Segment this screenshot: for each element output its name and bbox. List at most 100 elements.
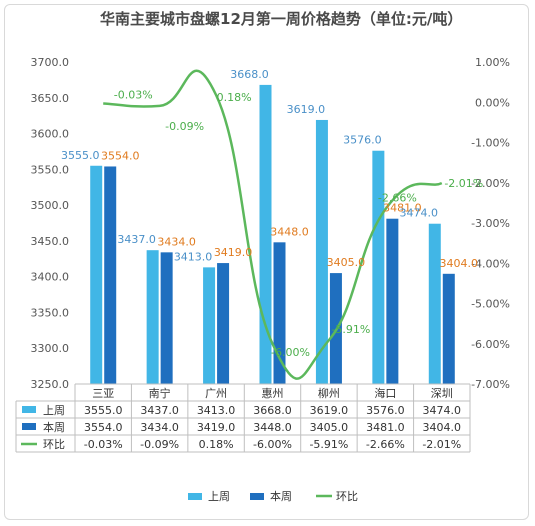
bar-data-label: 3437.0 [117, 233, 156, 246]
bar-last-week [372, 150, 385, 384]
y-right-tick-label: -5.00% [471, 298, 510, 311]
line-data-label: -2.01% [444, 177, 483, 190]
y-left-tick-label: 3400.0 [31, 271, 70, 284]
bar-this-week [442, 273, 455, 384]
table-cell: 3555.0 [84, 404, 123, 417]
table-cell: 3413.0 [197, 404, 236, 417]
chart-frame [4, 4, 529, 520]
table-legend-swatch [22, 423, 36, 430]
bar-data-label: 3555.0 [61, 149, 100, 162]
y-left-tick-label: 3650.0 [31, 92, 70, 105]
legend: 上周 本周 环比 [188, 489, 358, 503]
data-labels: 3555.0 3554.0 3437.0 3434.0 3413.0 3419.0 3668… [61, 68, 483, 359]
chart-title: 华南主要城市盘螺12月第一周价格趋势（单位:元/吨） [100, 10, 463, 28]
bar-data-label: 3668.0 [230, 68, 269, 81]
category-label: 广州 [205, 387, 227, 400]
y-right-tick-label: -2.00% [471, 177, 510, 190]
bar-data-label: 3576.0 [343, 134, 382, 147]
line-series [103, 69, 443, 380]
table-cell: 3434.0 [140, 421, 179, 434]
table-cell: 3474.0 [423, 404, 462, 417]
legend-label: 上周 [208, 490, 230, 503]
table-cell: -0.09% [140, 438, 179, 451]
category-label: 柳州 [318, 386, 340, 400]
mom-change-line [103, 69, 443, 380]
table-legend-swatch [22, 406, 36, 413]
table-row-header: 环比 [43, 438, 65, 451]
bar-this-week [104, 166, 117, 384]
category-label: 三亚 [92, 387, 114, 400]
bar-last-week [259, 84, 272, 385]
y-left-tick-label: 3450.0 [31, 235, 70, 248]
table-cell: 3619.0 [310, 404, 349, 417]
table-cell: -6.00% [253, 438, 292, 451]
right-axis: -7.00% -6.00% -5.00% -4.00% -3.00% -2.00% -1.0… [471, 56, 510, 391]
y-right-tick-label: -6.00% [471, 338, 510, 351]
line-data-label: -2.66% [378, 191, 417, 204]
bar-data-label: 3619.0 [287, 103, 326, 116]
table-cell: 3448.0 [253, 421, 292, 434]
table-row-header: 本周 [43, 420, 65, 434]
category-label: 惠州 [262, 386, 284, 400]
category-label: 南宁 [149, 386, 171, 400]
bar-data-label: 3413.0 [174, 250, 213, 263]
table-cell: 3405.0 [310, 421, 349, 434]
y-left-tick-label: 3700.0 [31, 56, 70, 69]
bar-data-label: 3404.0 [440, 257, 479, 270]
table-row-header: 上周 [43, 404, 65, 417]
legend-swatch [250, 493, 264, 500]
bar-data-label: 3419.0 [214, 246, 253, 259]
y-left-tick-label: 3350.0 [31, 306, 70, 319]
category-label: 海口 [374, 386, 396, 400]
bar-this-week [273, 242, 286, 384]
bar-last-week [146, 250, 159, 384]
bar-last-week [203, 267, 216, 384]
table-cell: 3437.0 [140, 404, 179, 417]
bar-data-label: 3481.0 [383, 202, 422, 215]
bar-last-week [315, 119, 328, 385]
bar-last-week [90, 165, 103, 384]
y-left-tick-label: 3500.0 [31, 199, 70, 212]
legend-label: 环比 [336, 490, 358, 503]
y-left-tick-label: 3550.0 [31, 163, 70, 176]
bar-data-label: 3405.0 [327, 256, 366, 269]
bar-last-week [428, 223, 441, 384]
y-right-tick-label: 0.00% [475, 96, 510, 109]
bar-data-label: 3554.0 [101, 149, 140, 162]
line-data-label: -6.00% [271, 346, 310, 359]
category-label: 深圳 [431, 387, 453, 400]
table-cell: 0.18% [199, 438, 234, 451]
y-left-tick-label: 3250.0 [31, 378, 70, 391]
line-data-label: -0.09% [165, 120, 204, 133]
line-data-label: -0.03% [114, 88, 153, 101]
line-data-label: 0.18% [217, 91, 252, 104]
line-data-label: -5.91% [331, 323, 370, 336]
legend-swatch [188, 493, 202, 500]
table-cell: 3419.0 [197, 421, 236, 434]
bar-data-label: 3448.0 [270, 225, 309, 238]
left-axis: 3250.0 3300.0 3350.0 3400.0 3450.0 3500.0 3550… [31, 56, 70, 391]
table-cell: -0.03% [84, 438, 123, 451]
table-cell: 3481.0 [366, 421, 405, 434]
bar-data-label: 3474.0 [400, 207, 439, 220]
y-right-tick-label: -4.00% [471, 257, 510, 270]
table-cell: 3554.0 [84, 421, 123, 434]
bar-this-week [386, 218, 399, 384]
y-right-tick-label: -7.00% [471, 378, 510, 391]
table-cell: -2.01% [422, 438, 461, 451]
y-left-tick-label: 3300.0 [31, 342, 70, 355]
y-left-tick-label: 3600.0 [31, 128, 70, 141]
table-cell: -2.66% [366, 438, 405, 451]
y-right-tick-label: -1.00% [471, 137, 510, 150]
y-right-tick-label: 1.00% [475, 56, 510, 69]
bar-this-week [160, 252, 173, 384]
bar-data-label: 3434.0 [157, 235, 196, 248]
y-right-tick-label: -3.00% [471, 217, 510, 230]
legend-label: 本周 [270, 489, 292, 503]
table-cell: -5.91% [309, 438, 348, 451]
table-cell: 3668.0 [253, 404, 292, 417]
table-cell: 3576.0 [366, 404, 405, 417]
bar-this-week [217, 263, 230, 384]
